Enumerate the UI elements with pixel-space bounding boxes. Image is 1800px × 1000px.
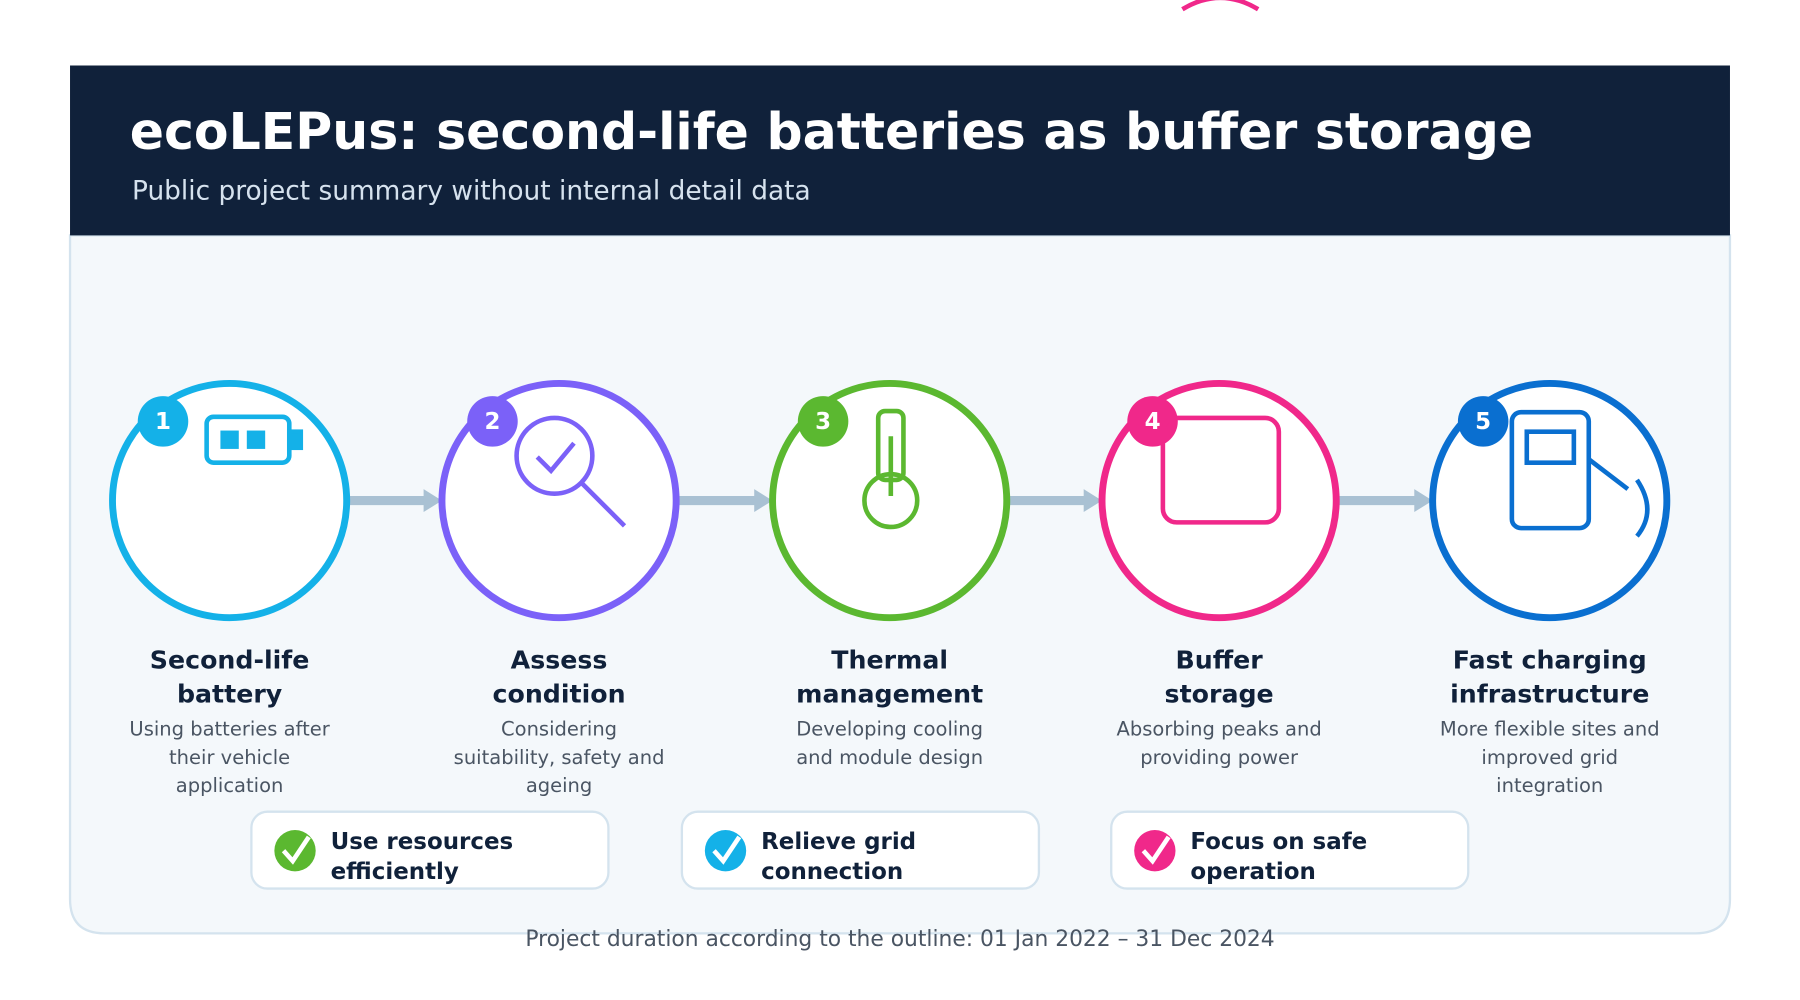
benefit-check — [1134, 830, 1176, 872]
step-number: 5 — [1475, 409, 1491, 435]
step-number: 1 — [155, 409, 171, 435]
step-title: Buffer — [1175, 645, 1263, 674]
step-title: infrastructure — [1450, 680, 1649, 709]
step-description: providing power — [1140, 746, 1299, 769]
step-description: Developing cooling — [796, 718, 983, 741]
storage-icon — [1160, 415, 1282, 525]
benefits: Use resources efficiently Relieve grid conn… — [250, 810, 1470, 890]
step-badge — [797, 396, 849, 447]
benefit-label: Focus on safe — [1190, 829, 1367, 855]
step-description: and module design — [796, 746, 983, 769]
thermometer-icon — [862, 408, 920, 530]
step-description: integration — [1496, 774, 1603, 797]
decoration — [1181, 0, 1260, 12]
step-number: 2 — [484, 409, 500, 435]
benefit-check — [274, 830, 316, 872]
step-title: Second-life — [150, 645, 310, 674]
benefit-label: operation — [1190, 859, 1315, 885]
step-title: management — [796, 680, 983, 709]
step-badge — [137, 396, 189, 447]
magnifier-icon — [514, 415, 627, 528]
step-title: Fast charging — [1453, 645, 1647, 674]
benefit-label: connection — [761, 859, 903, 885]
header — [70, 65, 1730, 236]
step-description: ageing — [526, 774, 592, 797]
step-number: 4 — [1145, 409, 1161, 435]
check-mark — [712, 835, 742, 865]
footer: Project duration according to the outlin… — [525, 927, 1274, 952]
step-description: suitability, safety and — [454, 746, 665, 769]
check-mark — [1141, 835, 1171, 865]
step-badge — [1457, 396, 1509, 447]
benefit-box — [250, 810, 610, 890]
benefit-label: Relieve grid — [761, 829, 916, 855]
benefit-check — [704, 830, 747, 872]
step-title: Thermal — [831, 645, 948, 674]
step-description: Considering — [501, 718, 617, 741]
title: ecoLEPus: second-life batteries as buffe… — [130, 102, 1533, 161]
benefit-box — [1110, 810, 1470, 890]
subtitle: Public project summary without internal … — [132, 175, 811, 206]
step-number: 3 — [815, 409, 831, 435]
step-description: Using batteries after — [129, 718, 330, 741]
benefit-box — [680, 810, 1041, 890]
step-description: Absorbing peaks and — [1117, 718, 1322, 741]
step-title: battery — [177, 680, 282, 709]
step-title: storage — [1165, 680, 1274, 709]
benefit-label: efficiently — [331, 859, 459, 885]
arrows — [346, 489, 1433, 513]
step-title: condition — [493, 680, 626, 709]
arrow-head — [1083, 489, 1103, 513]
arrow-head — [1414, 489, 1433, 513]
battery-icon — [204, 414, 304, 465]
step-description: their vehicle — [169, 746, 290, 769]
step-description: More flexible sites and — [1440, 718, 1660, 741]
check-mark — [281, 835, 311, 865]
step-description: application — [176, 774, 284, 797]
step-description: improved grid — [1481, 746, 1618, 769]
step-badge — [467, 396, 518, 447]
step-title: Assess — [511, 645, 608, 674]
charger-icon — [1509, 409, 1650, 538]
benefit-label: Use resources — [331, 829, 514, 855]
icons — [204, 408, 1650, 538]
arrow-head — [754, 489, 773, 513]
arrow-head — [423, 489, 442, 513]
